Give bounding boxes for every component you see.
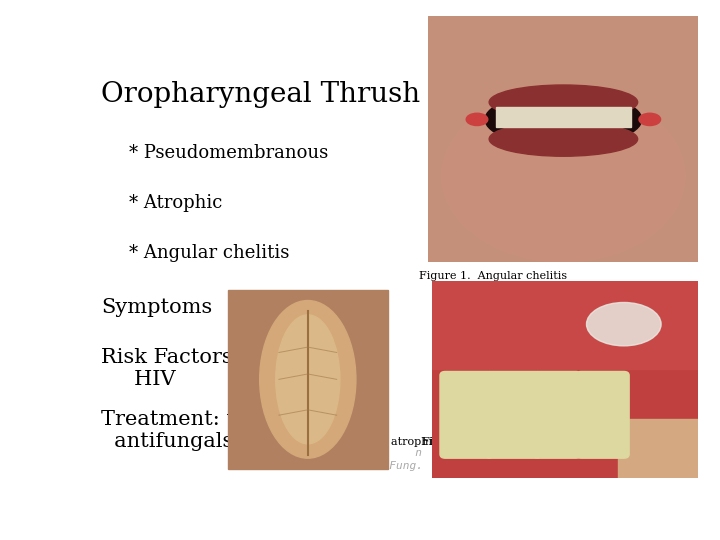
Text: * Atrophic: * Atrophic (129, 194, 222, 212)
Bar (496, 107, 631, 127)
Text: * Angular chelitis: * Angular chelitis (129, 244, 289, 261)
Text: Symptoms: Symptoms (101, 298, 212, 316)
Text: * Pseudomembranous: * Pseudomembranous (129, 144, 328, 162)
FancyBboxPatch shape (534, 372, 581, 458)
Bar (432, 281, 698, 369)
Ellipse shape (260, 300, 356, 458)
FancyBboxPatch shape (440, 372, 493, 458)
Ellipse shape (587, 302, 661, 346)
Ellipse shape (639, 113, 660, 125)
Text: Figure 1.  Angular chelitis: Figure 1. Angular chelitis (419, 271, 567, 281)
Bar (618, 419, 698, 478)
Ellipse shape (485, 92, 642, 146)
Text: 4229 – The Fung.: 4229 – The Fung. (315, 462, 423, 471)
Text: Aqpar    Univor    n   y: Aqpar Univor n y (288, 448, 450, 458)
Ellipse shape (489, 122, 638, 156)
Text: Figure 3.  Oral Thrush, pseudomembranous: Figure 3. Oral Thrush, pseudomembranous (422, 437, 670, 447)
Ellipse shape (467, 113, 488, 125)
Ellipse shape (442, 90, 685, 262)
FancyBboxPatch shape (485, 372, 541, 458)
FancyBboxPatch shape (576, 372, 629, 458)
Text: Treatment: topical
  antifungals: Treatment: topical antifungals (101, 410, 299, 451)
Text: Risk Factors
     HIV: Risk Factors HIV (101, 348, 233, 389)
Ellipse shape (489, 85, 638, 119)
Text: Oropharyngeal Thrush: Oropharyngeal Thrush (101, 82, 420, 109)
Text: Figure 2.  Oral Thrush, atrophic: Figure 2. Oral Thrush, atrophic (258, 437, 438, 447)
Ellipse shape (276, 315, 340, 444)
